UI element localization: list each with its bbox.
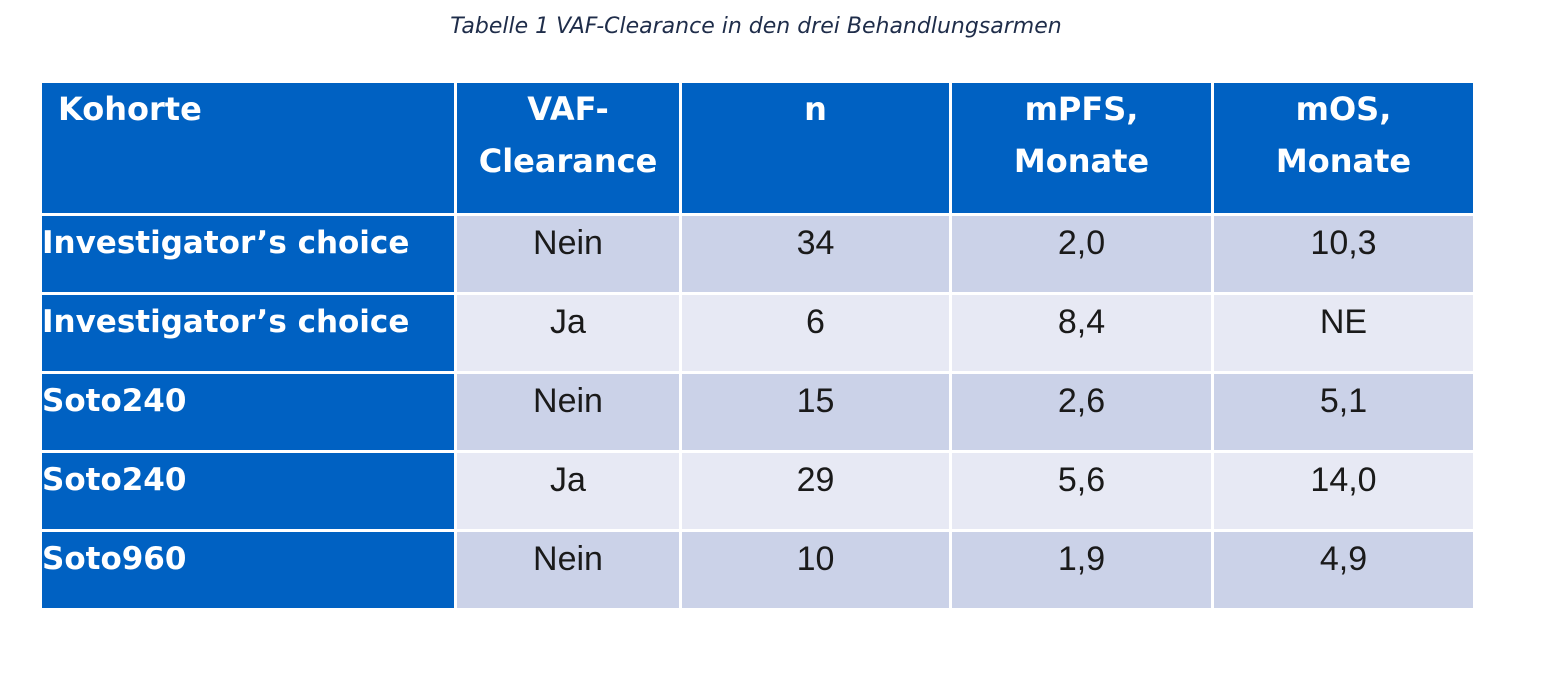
header-mos-line-1: mOS, [1295,90,1392,128]
header-mpfs: mPFS, Monate [949,80,1214,216]
cell-cohort: Soto240 [39,450,457,532]
header-vaf-clearance-line-2: Clearance [478,142,658,180]
cell-vaf-clearance: Nein [454,213,682,295]
cell-n: 34 [679,213,952,295]
cell-n: 6 [679,292,952,374]
cell-n: 29 [679,450,952,532]
cell-mos: 4,9 [1211,529,1476,611]
header-mpfs-line-1: mPFS, [1024,90,1139,128]
table-header-row: Kohorte VAF- Clearance n mPFS, Monate mO… [39,80,1476,216]
table-caption: Tabelle 1 VAF-Clearance in den drei Beha… [450,14,1062,39]
header-mos-line-2: Monate [1275,142,1412,180]
cell-mpfs: 2,6 [949,371,1214,453]
table-row: Investigator’s choice Nein 34 2,0 10,3 [39,213,1476,295]
cell-mpfs: 1,9 [949,529,1214,611]
cell-mos: 14,0 [1211,450,1476,532]
cell-cohort: Investigator’s choice [39,292,457,374]
cell-vaf-clearance: Ja [454,450,682,532]
cell-cohort: Soto960 [39,529,457,611]
cell-mos: 10,3 [1211,213,1476,295]
results-table: Kohorte VAF- Clearance n mPFS, Monate mO… [39,80,1476,611]
cell-mos: 5,1 [1211,371,1476,453]
cell-mpfs: 8,4 [949,292,1214,374]
header-n: n [679,80,952,216]
cell-vaf-clearance: Ja [454,292,682,374]
header-cohort-line-1: Kohorte [58,90,202,128]
cell-n: 10 [679,529,952,611]
header-n-line-1: n [804,90,827,128]
header-mpfs-line-2: Monate [1013,142,1150,180]
table-row: Soto240 Nein 15 2,6 5,1 [39,371,1476,453]
cell-vaf-clearance: Nein [454,529,682,611]
cell-mpfs: 2,0 [949,213,1214,295]
table-row: Investigator’s choice Ja 6 8,4 NE [39,292,1476,374]
table-row: Soto960 Nein 10 1,9 4,9 [39,529,1476,611]
cell-cohort: Soto240 [39,371,457,453]
table-row: Soto240 Ja 29 5,6 14,0 [39,450,1476,532]
cell-n: 15 [679,371,952,453]
cell-mpfs: 5,6 [949,450,1214,532]
cell-mos: NE [1211,292,1476,374]
cell-cohort: Investigator’s choice [39,213,457,295]
header-vaf-clearance: VAF- Clearance [454,80,682,216]
cell-vaf-clearance: Nein [454,371,682,453]
header-vaf-clearance-line-1: VAF- [527,90,609,128]
header-mos: mOS, Monate [1211,80,1476,216]
header-cohort: Kohorte [39,80,457,216]
